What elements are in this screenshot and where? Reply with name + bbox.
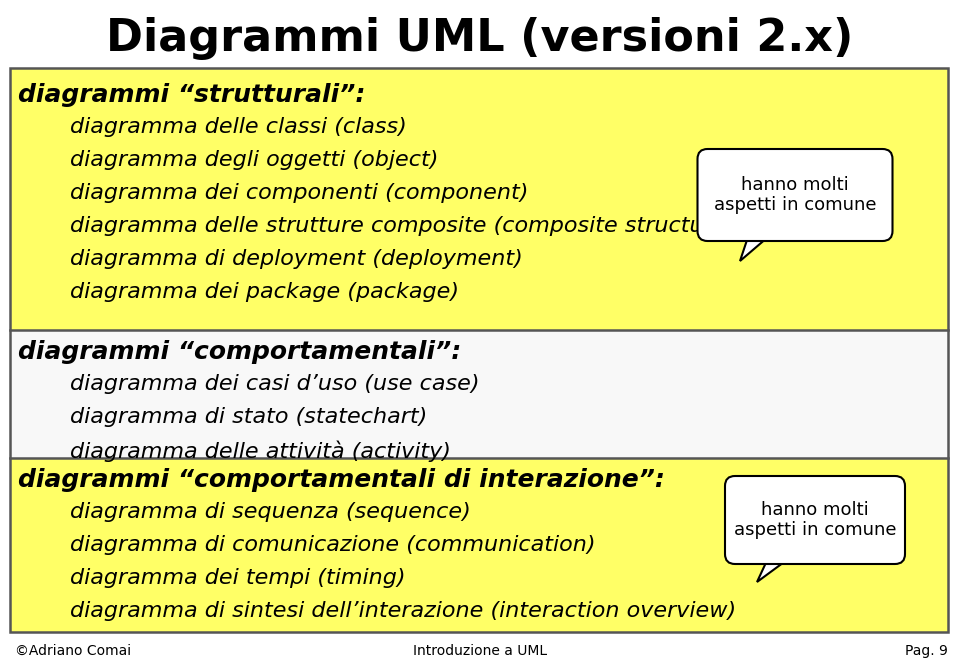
FancyBboxPatch shape [698,149,893,241]
Text: diagramma di sintesi dell’interazione (interaction overview): diagramma di sintesi dell’interazione (i… [70,601,736,621]
Text: diagramma dei componenti (component): diagramma dei componenti (component) [70,183,528,203]
Text: diagrammi “strutturali”:: diagrammi “strutturali”: [18,83,366,107]
Polygon shape [740,231,775,261]
Text: Introduzione a UML: Introduzione a UML [413,644,547,658]
Text: diagrammi “comportamentali di interazione”:: diagrammi “comportamentali di interazion… [18,468,665,492]
Text: diagramma degli oggetti (object): diagramma degli oggetti (object) [70,150,439,170]
Text: diagramma dei casi d’uso (use case): diagramma dei casi d’uso (use case) [70,374,479,394]
FancyBboxPatch shape [725,476,905,564]
Text: Pag. 9: Pag. 9 [905,644,948,658]
Text: diagramma di sequenza (sequence): diagramma di sequenza (sequence) [70,502,470,522]
Text: diagramma dei package (package): diagramma dei package (package) [70,282,459,302]
Text: diagramma di stato (statechart): diagramma di stato (statechart) [70,407,427,427]
Text: diagramma delle attività (activity): diagramma delle attività (activity) [70,440,451,462]
Text: diagramma di deployment (deployment): diagramma di deployment (deployment) [70,249,523,269]
Text: diagramma delle strutture composite (composite structure): diagramma delle strutture composite (com… [70,216,735,236]
Text: diagramma dei tempi (timing): diagramma dei tempi (timing) [70,568,405,588]
Bar [10,68,948,632]
Text: ©Adriano Comai: ©Adriano Comai [15,644,132,658]
Text: hanno molti
aspetti in comune: hanno molti aspetti in comune [713,175,876,214]
FancyBboxPatch shape [10,330,948,458]
Text: Diagrammi UML (versioni 2.x): Diagrammi UML (versioni 2.x) [107,17,853,60]
FancyBboxPatch shape [10,458,948,632]
FancyBboxPatch shape [10,68,948,330]
Text: diagrammi “comportamentali”:: diagrammi “comportamentali”: [18,340,461,364]
Text: hanno molti
aspetti in comune: hanno molti aspetti in comune [733,500,897,539]
Text: diagramma delle classi (class): diagramma delle classi (class) [70,117,407,137]
Polygon shape [757,554,795,582]
Text: diagramma di comunicazione (communication): diagramma di comunicazione (communicatio… [70,535,595,555]
